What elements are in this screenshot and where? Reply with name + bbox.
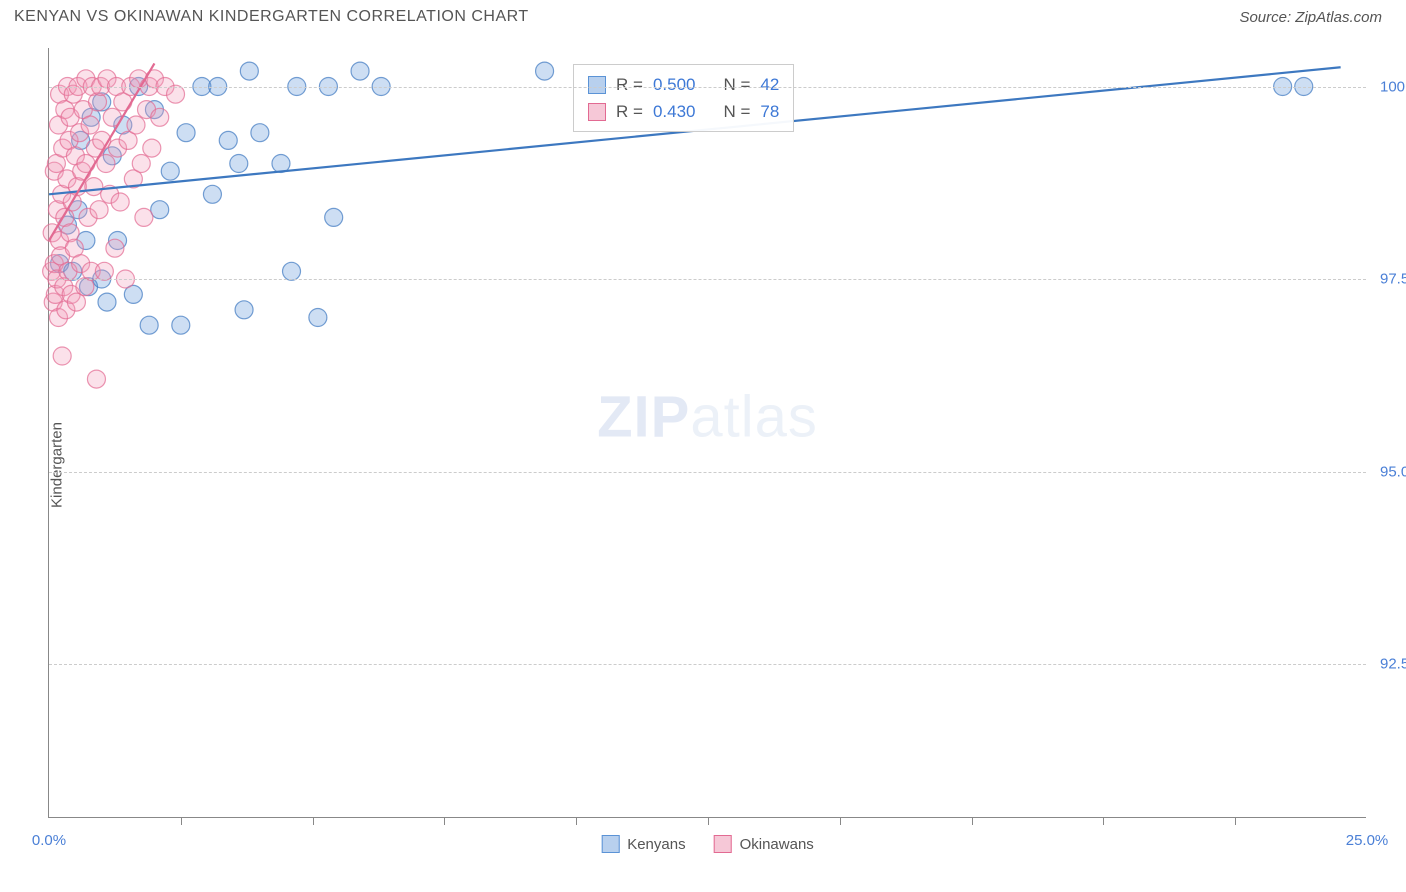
scatter-point: [177, 124, 195, 142]
r-label: R =: [616, 71, 643, 98]
gridline: [49, 87, 1366, 88]
legend-label: Okinawans: [740, 836, 814, 853]
y-tick-label: 92.5%: [1372, 656, 1406, 673]
scatter-point: [151, 201, 169, 219]
scatter-point: [203, 185, 221, 203]
scatter-point: [90, 201, 108, 219]
scatter-point: [127, 116, 145, 134]
n-value: 42: [760, 71, 779, 98]
scatter-point: [98, 293, 116, 311]
scatter-point: [161, 162, 179, 180]
scatter-point: [235, 301, 253, 319]
scatter-point: [325, 208, 343, 226]
stats-row: R = 0.430 N = 78: [588, 98, 779, 125]
scatter-point: [151, 108, 169, 126]
x-tick: [1235, 817, 1236, 825]
scatter-svg: [49, 48, 1366, 817]
scatter-point: [351, 62, 369, 80]
x-tick: [313, 817, 314, 825]
legend-label: Kenyans: [627, 836, 685, 853]
chart-area: Kindergarten ZIPatlas R =0.500N =42R =0.…: [0, 38, 1406, 892]
x-tick: [1103, 817, 1104, 825]
x-tick: [181, 817, 182, 825]
scatter-point: [53, 347, 71, 365]
gridline: [49, 664, 1366, 665]
scatter-point: [81, 116, 99, 134]
correlation-stats-box: R = 0.500 N = 42 R = 0.430 N = 78: [573, 64, 794, 132]
x-tick: [444, 817, 445, 825]
r-label: R =: [616, 98, 643, 125]
x-tick: [576, 817, 577, 825]
scatter-point: [111, 193, 129, 211]
y-tick-label: 95.0%: [1372, 463, 1406, 480]
x-tick-label: 0.0%: [32, 832, 66, 849]
scatter-point: [85, 178, 103, 196]
scatter-point: [283, 262, 301, 280]
scatter-point: [106, 239, 124, 257]
scatter-point: [230, 155, 248, 173]
gridline: [49, 472, 1366, 473]
legend-item: Okinawans: [714, 835, 814, 853]
scatter-point: [219, 131, 237, 149]
n-label: N =: [723, 71, 750, 98]
r-value: 0.430: [653, 98, 696, 125]
legend-item: Kenyans: [601, 835, 685, 853]
scatter-point: [87, 370, 105, 388]
scatter-point: [309, 309, 327, 327]
scatter-point: [251, 124, 269, 142]
scatter-point: [140, 316, 158, 334]
y-tick-label: 100.0%: [1372, 78, 1406, 95]
scatter-point: [172, 316, 190, 334]
scatter-point: [132, 155, 150, 173]
chart-title: KENYAN VS OKINAWAN KINDERGARTEN CORRELAT…: [14, 8, 529, 26]
stats-row: R = 0.500 N = 42: [588, 71, 779, 98]
chart-source: Source: ZipAtlas.com: [1239, 9, 1392, 26]
x-tick: [840, 817, 841, 825]
scatter-point: [135, 208, 153, 226]
gridline: [49, 279, 1366, 280]
legend-swatch: [588, 76, 606, 94]
legend-swatch: [601, 835, 619, 853]
plot-region: ZIPatlas R =0.500N =42R =0.430N =78 Keny…: [48, 48, 1366, 818]
x-tick: [708, 817, 709, 825]
x-tick: [972, 817, 973, 825]
scatter-point: [95, 262, 113, 280]
y-tick-label: 97.5%: [1372, 271, 1406, 288]
chart-header: KENYAN VS OKINAWAN KINDERGARTEN CORRELAT…: [0, 0, 1406, 32]
n-value: 78: [760, 98, 779, 125]
bottom-legend: Kenyans Okinawans: [601, 835, 814, 853]
scatter-point: [240, 62, 258, 80]
scatter-point: [89, 93, 107, 111]
scatter-point: [143, 139, 161, 157]
scatter-point: [536, 62, 554, 80]
legend-swatch: [588, 103, 606, 121]
legend-swatch: [714, 835, 732, 853]
r-value: 0.500: [653, 71, 696, 98]
n-label: N =: [723, 98, 750, 125]
scatter-point: [167, 85, 185, 103]
x-tick-label: 25.0%: [1346, 832, 1389, 849]
